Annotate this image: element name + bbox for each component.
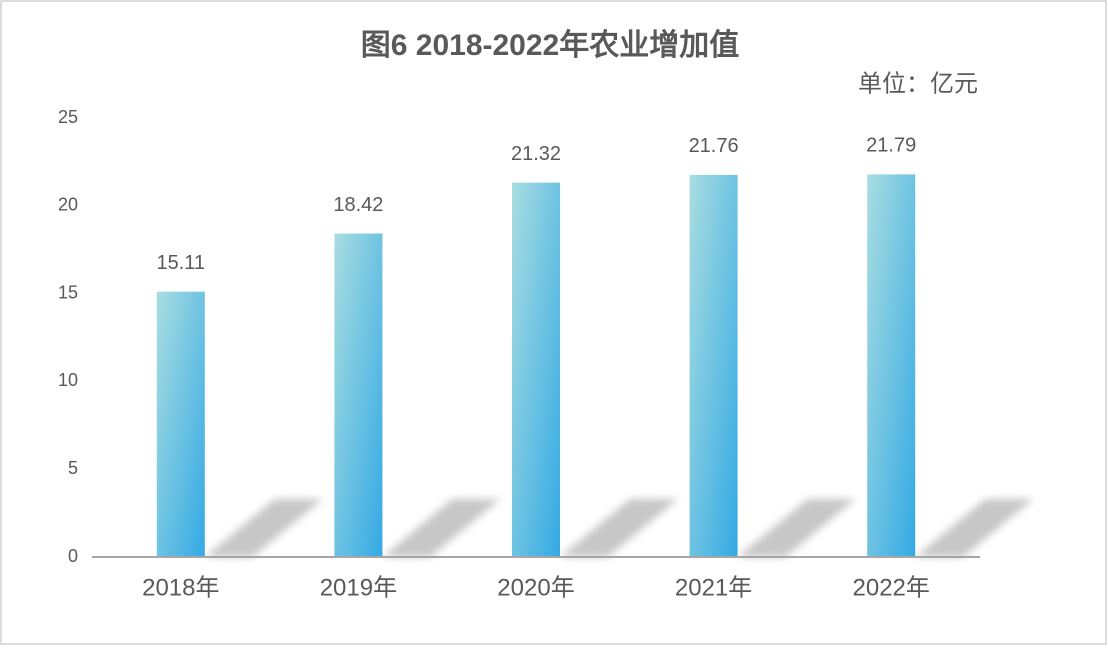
- bar: [689, 174, 738, 557]
- bar-shadow: [737, 499, 856, 557]
- data-label: 21.32: [511, 143, 561, 165]
- bar-shadow: [382, 499, 501, 557]
- y-tick-label: 0: [68, 546, 78, 566]
- y-tick-label: 10: [58, 370, 78, 390]
- bar: [334, 233, 383, 557]
- y-tick-label: 20: [58, 195, 78, 215]
- data-label: 18.42: [333, 194, 383, 216]
- data-label: 21.76: [689, 135, 739, 157]
- data-label: 21.79: [866, 135, 916, 157]
- bar: [156, 291, 205, 557]
- bar-shadow: [560, 499, 678, 557]
- x-tick-label: 2022年: [853, 574, 930, 601]
- x-tick-label: 2018年: [142, 574, 219, 601]
- unit-label: 单位：亿元: [858, 70, 978, 97]
- y-tick-label: 5: [68, 458, 78, 478]
- x-tick-label: 2019年: [320, 574, 397, 601]
- bar: [867, 174, 916, 557]
- x-tick-label: 2021年: [675, 574, 752, 601]
- bar-shadow: [915, 499, 1034, 557]
- x-tick-label: 2020年: [497, 574, 574, 601]
- bar: [512, 182, 560, 558]
- y-tick-label: 25: [58, 107, 78, 127]
- y-tick-label: 15: [58, 282, 78, 302]
- bar-shadow: [204, 499, 323, 557]
- data-label: 15.11: [157, 252, 206, 274]
- chart-title: 图6 2018-2022年农业增加值: [361, 29, 740, 62]
